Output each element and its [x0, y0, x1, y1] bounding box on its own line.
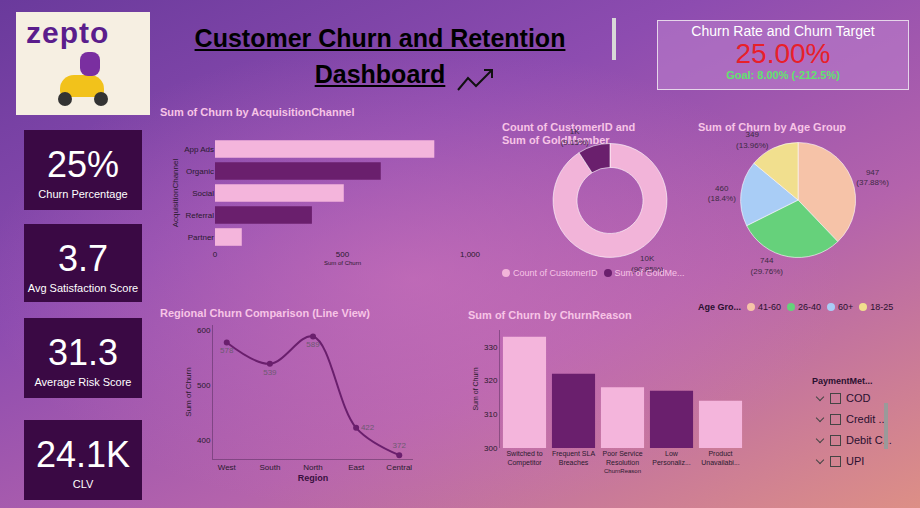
svg-text:Sum of Churn: Sum of Churn — [472, 367, 479, 410]
svg-text:Region: Region — [298, 473, 329, 483]
svg-text:Sum of Churn: Sum of Churn — [184, 367, 193, 416]
svg-text:330: 330 — [484, 343, 498, 352]
svg-text:578: 578 — [220, 346, 234, 355]
svg-text:422: 422 — [361, 423, 375, 432]
svg-text:372: 372 — [393, 441, 407, 450]
svg-text:Switched toCompetitor: Switched toCompetitor — [506, 450, 542, 467]
svg-text:300: 300 — [484, 444, 498, 453]
svg-text:ChurnReason: ChurnReason — [604, 468, 641, 474]
svg-text:LowPersonaliz...: LowPersonaliz... — [652, 450, 691, 466]
svg-text:ProductUnavailabi...: ProductUnavailabi... — [701, 450, 740, 466]
svg-text:Poor ServiceResolution: Poor ServiceResolution — [602, 450, 642, 466]
svg-text:1,000: 1,000 — [460, 250, 481, 259]
svg-text:West: West — [218, 463, 237, 472]
svg-text:East: East — [348, 463, 365, 472]
svg-text:349(13.96%): 349(13.96%) — [736, 130, 769, 149]
svg-text:Central: Central — [386, 463, 412, 472]
svg-text:Frequent SLABreaches: Frequent SLABreaches — [552, 450, 596, 466]
svg-text:Social: Social — [192, 189, 214, 198]
svg-text:Sum of Churn: Sum of Churn — [324, 260, 361, 266]
svg-text:Referral: Referral — [186, 211, 215, 220]
svg-text:947(37.88%): 947(37.88%) — [856, 168, 889, 187]
svg-text:App Ads: App Ads — [184, 145, 214, 154]
svg-text:0: 0 — [213, 250, 218, 259]
svg-text:539: 539 — [263, 368, 277, 377]
svg-text:600: 600 — [197, 326, 211, 335]
svg-text:Partner: Partner — [188, 233, 215, 242]
svg-text:400: 400 — [197, 436, 211, 445]
svg-text:500: 500 — [336, 250, 350, 259]
svg-text:460(18.4%): 460(18.4%) — [708, 184, 736, 203]
svg-text:North: North — [303, 463, 323, 472]
svg-text:AcquisitionChannel: AcquisitionChannel — [171, 159, 180, 228]
svg-text:South: South — [259, 463, 280, 472]
svg-text:320: 320 — [484, 376, 498, 385]
svg-text:1K(9.15%): 1K(9.15%) — [561, 127, 589, 146]
svg-text:589: 589 — [306, 340, 320, 349]
svg-text:500: 500 — [197, 381, 211, 390]
svg-text:744(29.76%): 744(29.76%) — [751, 256, 784, 275]
svg-text:310: 310 — [484, 410, 498, 419]
svg-text:Organic: Organic — [186, 167, 214, 176]
